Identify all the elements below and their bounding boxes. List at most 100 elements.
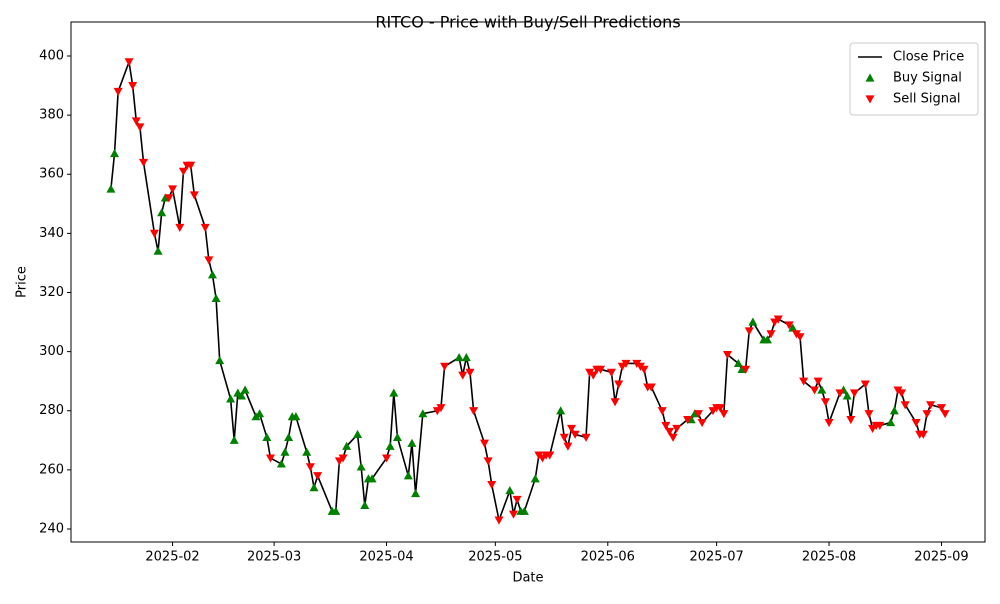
sell-marker <box>581 433 591 442</box>
x-tick-label: 2025-08 <box>802 550 856 565</box>
sell-marker <box>610 398 620 407</box>
sell-marker <box>875 421 885 431</box>
sell-marker <box>545 451 555 460</box>
sell-marker <box>849 389 859 398</box>
buy-marker <box>385 441 395 450</box>
legend-label: Sell Signal <box>893 92 961 107</box>
buy-marker <box>748 317 758 326</box>
sell-marker <box>741 365 751 374</box>
sell-marker <box>567 424 577 433</box>
buy-marker <box>505 486 515 495</box>
sell-marker <box>588 371 598 380</box>
buy-marker <box>356 462 366 471</box>
sell-marker <box>469 407 479 416</box>
sell-marker <box>820 398 830 407</box>
sell-marker <box>715 404 725 413</box>
sell-marker <box>512 495 522 504</box>
sell-marker <box>559 433 569 442</box>
sell-marker <box>918 430 928 439</box>
sell-marker <box>305 463 315 472</box>
buy-marker <box>153 246 163 255</box>
sell-marker <box>697 418 707 428</box>
sell-marker <box>621 359 631 368</box>
y-tick-label: 280 <box>39 403 64 418</box>
buy-marker <box>392 432 402 441</box>
sell-marker <box>479 439 489 448</box>
buy-marker <box>211 293 221 303</box>
legend-label: Buy Signal <box>893 71 962 86</box>
sell-marker <box>175 223 185 232</box>
buy-marker <box>886 418 896 427</box>
sell-marker <box>200 223 210 232</box>
x-tick-label: 2025-09 <box>914 550 968 565</box>
sell-marker <box>897 389 907 398</box>
sell-marker <box>940 410 950 419</box>
buy-marker <box>407 438 417 447</box>
sell-marker <box>614 380 624 389</box>
sell-marker <box>563 442 573 451</box>
buy-marker <box>788 323 798 332</box>
sell-marker <box>661 421 671 431</box>
sell-marker <box>570 430 580 439</box>
sell-marker <box>168 185 178 194</box>
y-tick-label: 300 <box>39 344 64 359</box>
sell-marker <box>693 410 703 419</box>
sell-marker <box>487 481 497 490</box>
y-tick-label: 260 <box>39 462 64 477</box>
buy-marker <box>302 447 312 456</box>
sell-marker <box>189 191 199 200</box>
sell-marker <box>313 472 323 481</box>
buy-marker <box>276 459 286 468</box>
buy-marker <box>353 429 363 438</box>
sell-marker <box>824 418 834 428</box>
legend-label: Close Price <box>893 50 964 65</box>
buy-marker <box>280 447 290 456</box>
buy-marker <box>342 441 352 450</box>
x-tick-label: 2025-05 <box>468 550 522 565</box>
x-axis-label: Date <box>512 571 543 586</box>
sell-marker <box>606 368 616 377</box>
sell-marker <box>139 158 149 167</box>
x-tick-label: 2025-04 <box>359 550 413 565</box>
buy-marker <box>411 489 421 498</box>
buy-marker <box>461 353 471 362</box>
sell-marker <box>131 117 141 126</box>
buy-marker <box>207 270 217 279</box>
sell-marker <box>186 161 196 170</box>
buy-marker <box>418 409 428 418</box>
sell-marker <box>639 365 649 374</box>
sell-marker <box>810 386 820 395</box>
sell-marker <box>494 516 504 525</box>
sell-marker <box>683 416 693 425</box>
sell-marker <box>784 321 794 330</box>
sell-marker <box>936 404 946 413</box>
buy-marker <box>157 208 167 217</box>
sell-marker <box>722 350 732 360</box>
buy-marker <box>389 388 399 397</box>
buy-marker <box>762 335 772 344</box>
sell-marker <box>265 454 275 463</box>
buy-marker <box>530 474 540 483</box>
sell-marker <box>646 383 656 392</box>
buy-marker <box>291 412 301 421</box>
buy-marker <box>360 500 370 509</box>
plot-frame <box>70 21 986 543</box>
sell-marker <box>135 123 145 132</box>
buy-marker <box>226 394 236 403</box>
y-tick-label: 400 <box>39 48 64 63</box>
sell-marker <box>508 510 518 519</box>
buy-marker <box>519 506 529 515</box>
sell-marker <box>483 457 493 466</box>
buy-marker <box>331 506 341 515</box>
sell-marker <box>911 418 921 428</box>
sell-marker <box>178 167 188 176</box>
sell-marker <box>672 424 682 433</box>
sell-marker <box>719 410 729 419</box>
sell-marker <box>164 194 174 203</box>
sell-marker <box>900 401 910 410</box>
buy-marker <box>255 409 265 418</box>
sell-marker <box>124 58 134 67</box>
sell-marker <box>465 368 475 377</box>
sell-marker <box>113 87 123 96</box>
